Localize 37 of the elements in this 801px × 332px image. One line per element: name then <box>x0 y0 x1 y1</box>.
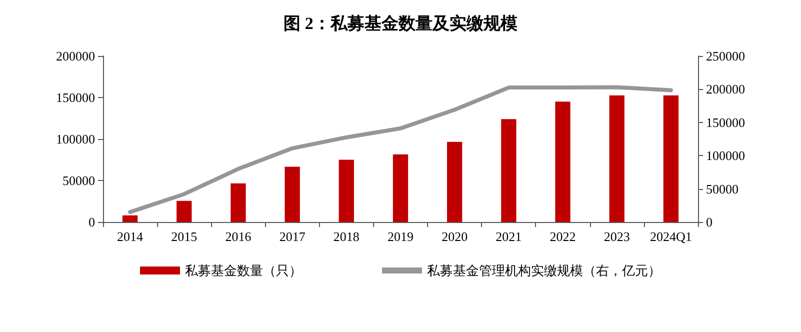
y-tick-label: 150000 <box>56 90 95 105</box>
x-tick-label: 2018 <box>333 229 360 244</box>
line-series <box>128 85 673 214</box>
bar <box>122 215 138 222</box>
x-tick-label: 2019 <box>388 229 414 244</box>
x-tick-label: 2024Q1 <box>650 229 692 244</box>
x-tick-label: 2020 <box>442 229 468 244</box>
x-tick-label: 2021 <box>496 229 522 244</box>
bar <box>555 102 570 222</box>
y-tick-label: 100000 <box>56 132 95 146</box>
x-tick-label: 2017 <box>279 229 306 244</box>
bar <box>447 142 462 222</box>
bar <box>176 200 192 222</box>
legend-label: 私募基金管理机构实缴规模（右，亿元） <box>427 263 661 278</box>
y2-tick-label: 150000 <box>706 114 745 130</box>
y-tick-label: 200000 <box>56 48 95 64</box>
y2-tick-label: 200000 <box>706 82 745 97</box>
y2-tick-label: 100000 <box>706 148 745 164</box>
x-tick-label: 2014 <box>117 229 144 244</box>
bar <box>230 183 246 222</box>
x-tick-label: 2015 <box>171 229 198 244</box>
x-tick-label: 2022 <box>550 229 576 244</box>
x-tick-label: 2016 <box>225 229 252 244</box>
bar <box>501 119 516 222</box>
y2-tick-label: 50000 <box>706 181 738 196</box>
bar <box>338 160 354 222</box>
bar <box>392 154 408 222</box>
y2-tick-label: 250000 <box>706 48 745 64</box>
x-tick-label: 2023 <box>604 229 630 244</box>
chart-title: 图 2：私募基金数量及实缴规模 <box>284 14 518 33</box>
bar <box>663 95 679 222</box>
bar <box>284 166 300 222</box>
y-tick-label: 0 <box>88 214 95 230</box>
bar <box>609 95 624 222</box>
y2-tick-label: 0 <box>706 214 712 230</box>
legend-label: 私募基金数量（只） <box>185 263 302 278</box>
y-tick-label: 50000 <box>62 173 95 188</box>
